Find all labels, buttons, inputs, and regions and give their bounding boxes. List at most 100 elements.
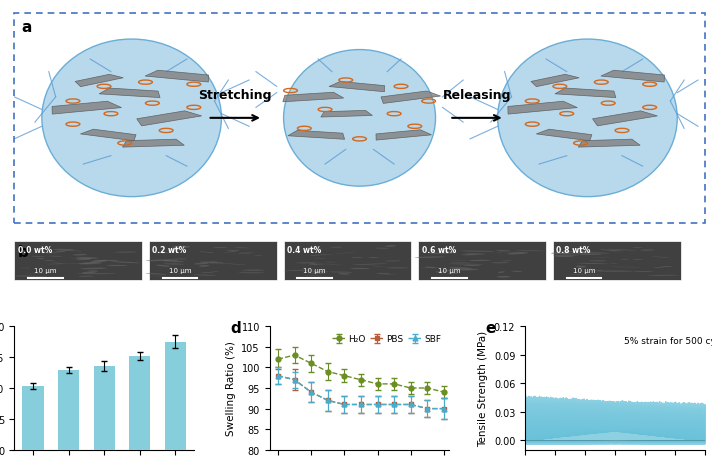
Polygon shape: [555, 89, 616, 98]
Text: b: b: [18, 244, 28, 259]
Ellipse shape: [283, 50, 436, 187]
Ellipse shape: [173, 259, 187, 260]
Ellipse shape: [162, 260, 178, 262]
Ellipse shape: [200, 262, 224, 264]
Ellipse shape: [301, 275, 328, 277]
Polygon shape: [531, 75, 579, 88]
Ellipse shape: [368, 257, 379, 258]
Ellipse shape: [498, 40, 677, 197]
Ellipse shape: [153, 252, 175, 254]
Ellipse shape: [313, 264, 342, 265]
Ellipse shape: [323, 255, 334, 256]
Ellipse shape: [38, 253, 61, 254]
Y-axis label: Tensile Strength (MPa): Tensile Strength (MPa): [478, 330, 488, 446]
Ellipse shape: [600, 250, 624, 252]
Ellipse shape: [93, 260, 119, 262]
Ellipse shape: [199, 252, 215, 253]
Ellipse shape: [253, 256, 263, 257]
Ellipse shape: [304, 248, 322, 249]
Ellipse shape: [82, 272, 98, 274]
Ellipse shape: [632, 247, 642, 248]
Text: 0.0 wt%: 0.0 wt%: [18, 245, 52, 254]
Ellipse shape: [169, 249, 179, 251]
Ellipse shape: [308, 273, 326, 274]
Ellipse shape: [385, 261, 401, 262]
Ellipse shape: [335, 252, 356, 254]
Bar: [149, 241, 277, 280]
Ellipse shape: [577, 263, 609, 264]
Text: 10 μm: 10 μm: [34, 267, 56, 273]
Ellipse shape: [48, 256, 63, 257]
Ellipse shape: [497, 276, 511, 278]
Text: e: e: [486, 320, 496, 336]
Polygon shape: [122, 140, 184, 148]
Ellipse shape: [77, 258, 93, 260]
Ellipse shape: [88, 270, 98, 271]
Ellipse shape: [199, 265, 209, 267]
Ellipse shape: [229, 251, 239, 253]
Polygon shape: [137, 112, 201, 127]
Text: 10 μm: 10 μm: [303, 267, 326, 273]
Ellipse shape: [632, 259, 644, 260]
Ellipse shape: [460, 251, 495, 252]
Ellipse shape: [219, 263, 246, 265]
Ellipse shape: [53, 249, 75, 251]
Ellipse shape: [73, 254, 87, 256]
Ellipse shape: [649, 275, 679, 276]
Ellipse shape: [468, 260, 491, 262]
Polygon shape: [329, 82, 384, 93]
Ellipse shape: [171, 262, 184, 263]
Ellipse shape: [595, 270, 604, 271]
Ellipse shape: [607, 249, 637, 251]
Ellipse shape: [515, 251, 545, 252]
Ellipse shape: [429, 250, 436, 251]
Ellipse shape: [589, 261, 607, 262]
Text: 10 μm: 10 μm: [169, 267, 192, 273]
Ellipse shape: [115, 252, 137, 253]
Ellipse shape: [80, 268, 108, 269]
Text: d: d: [230, 320, 241, 336]
Ellipse shape: [313, 271, 328, 273]
Polygon shape: [321, 111, 372, 118]
Bar: [14, 241, 142, 280]
Polygon shape: [52, 102, 122, 115]
Ellipse shape: [325, 262, 337, 263]
Ellipse shape: [339, 274, 350, 275]
Ellipse shape: [498, 252, 524, 253]
Ellipse shape: [249, 273, 264, 274]
Ellipse shape: [79, 263, 102, 265]
Ellipse shape: [501, 261, 512, 262]
Polygon shape: [145, 71, 209, 83]
Ellipse shape: [560, 253, 591, 254]
Ellipse shape: [609, 267, 642, 268]
Polygon shape: [376, 130, 431, 141]
Ellipse shape: [145, 274, 167, 275]
Ellipse shape: [597, 271, 633, 272]
Polygon shape: [578, 140, 640, 148]
Ellipse shape: [330, 247, 342, 248]
Ellipse shape: [107, 265, 127, 266]
Ellipse shape: [66, 263, 98, 264]
Ellipse shape: [302, 272, 314, 273]
Ellipse shape: [457, 269, 478, 271]
Text: Releasing: Releasing: [443, 89, 511, 102]
Ellipse shape: [652, 257, 671, 258]
Ellipse shape: [90, 261, 108, 263]
Ellipse shape: [213, 247, 227, 248]
Ellipse shape: [194, 275, 217, 276]
Bar: [93, 366, 115, 450]
Ellipse shape: [226, 251, 239, 252]
Ellipse shape: [450, 264, 483, 265]
Ellipse shape: [609, 251, 617, 252]
Polygon shape: [288, 131, 345, 140]
Polygon shape: [592, 112, 657, 127]
Ellipse shape: [465, 254, 486, 255]
Ellipse shape: [654, 268, 664, 269]
Ellipse shape: [437, 272, 443, 274]
Ellipse shape: [375, 248, 389, 249]
Bar: [553, 241, 681, 280]
Ellipse shape: [78, 276, 94, 277]
Ellipse shape: [76, 257, 98, 259]
Bar: [283, 241, 412, 280]
Ellipse shape: [20, 268, 31, 269]
